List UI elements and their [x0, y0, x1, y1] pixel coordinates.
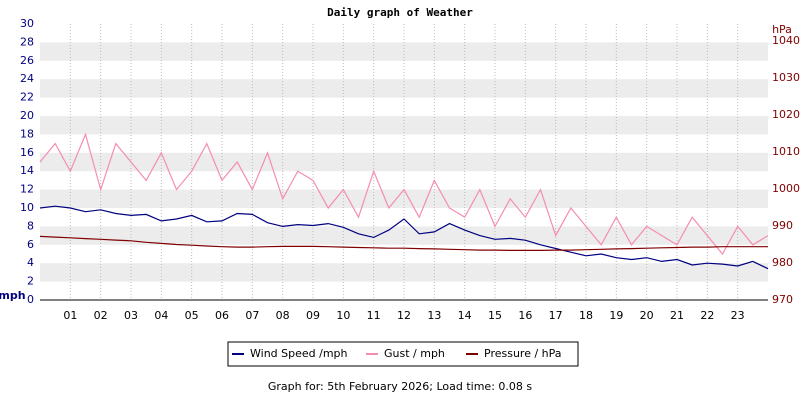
grid-band — [40, 116, 768, 135]
x-tick-label: 09 — [306, 309, 320, 322]
y-tick-label: 14 — [20, 164, 34, 177]
x-tick-label: 18 — [579, 309, 593, 322]
x-tick-label: 16 — [518, 309, 532, 322]
x-tick-label: 08 — [276, 309, 290, 322]
footer: Graph for: 5th February 2026; Load time:… — [268, 380, 533, 393]
y2-tick-label: 1040 — [772, 34, 800, 47]
x-tick-label: 11 — [367, 309, 381, 322]
y-tick-label: 8 — [27, 219, 34, 232]
y-tick-label: 26 — [20, 54, 34, 67]
x-tick-label: 20 — [640, 309, 654, 322]
x-tick-label: 10 — [336, 309, 350, 322]
y-tick-label: 10 — [20, 201, 34, 214]
y-tick-label: 22 — [20, 91, 34, 104]
x-tick-label: 19 — [609, 309, 623, 322]
x-tick-label: 22 — [700, 309, 714, 322]
x-tick-label: 14 — [458, 309, 472, 322]
y2-tick-label: 1020 — [772, 108, 800, 121]
legend-label: Wind Speed /mph — [250, 347, 348, 360]
y-axis-label: mph — [0, 289, 26, 302]
y-tick-label: 16 — [20, 146, 34, 159]
legend-label: Gust / mph — [384, 347, 445, 360]
grid-band — [40, 263, 768, 282]
y2-tick-label: 1030 — [772, 71, 800, 84]
x-tick-label: 23 — [731, 309, 745, 322]
x-tick-label: 13 — [427, 309, 441, 322]
x-tick-label: 01 — [63, 309, 77, 322]
x-tick-label: 12 — [397, 309, 411, 322]
x-tick-label: 21 — [670, 309, 684, 322]
x-tick-label: 02 — [94, 309, 108, 322]
y-tick-label: 12 — [20, 183, 34, 196]
y-tick-label: 28 — [20, 35, 34, 48]
x-tick-label: 05 — [185, 309, 199, 322]
y-tick-label: 18 — [20, 127, 34, 140]
y2-tick-label: 980 — [772, 256, 793, 269]
y2-tick-label: 1000 — [772, 182, 800, 195]
chart-title: Daily graph of Weather — [327, 6, 473, 19]
legend-label: Pressure / hPa — [484, 347, 562, 360]
y2-tick-label: 970 — [772, 293, 793, 306]
x-tick-label: 07 — [245, 309, 259, 322]
x-tick-label: 04 — [154, 309, 168, 322]
y-tick-label: 20 — [20, 109, 34, 122]
x-tick-label: 03 — [124, 309, 138, 322]
x-tick-label: 17 — [549, 309, 563, 322]
y-tick-label: 30 — [20, 17, 34, 30]
y-tick-label: 4 — [27, 256, 34, 269]
y2-tick-label: 1010 — [772, 145, 800, 158]
y2-tick-label: 990 — [772, 219, 793, 232]
x-tick-label: 06 — [215, 309, 229, 322]
series-line — [39, 132, 769, 256]
y2-axis-label: hPa — [772, 23, 792, 36]
series-line — [39, 205, 769, 270]
series-line — [39, 235, 768, 251]
y-tick-label: 24 — [20, 72, 34, 85]
y-tick-label: 0 — [27, 293, 34, 306]
y-tick-label: 6 — [27, 238, 34, 251]
y-tick-label: 2 — [27, 275, 34, 288]
legend-box — [227, 341, 579, 367]
x-tick-label: 15 — [488, 309, 502, 322]
